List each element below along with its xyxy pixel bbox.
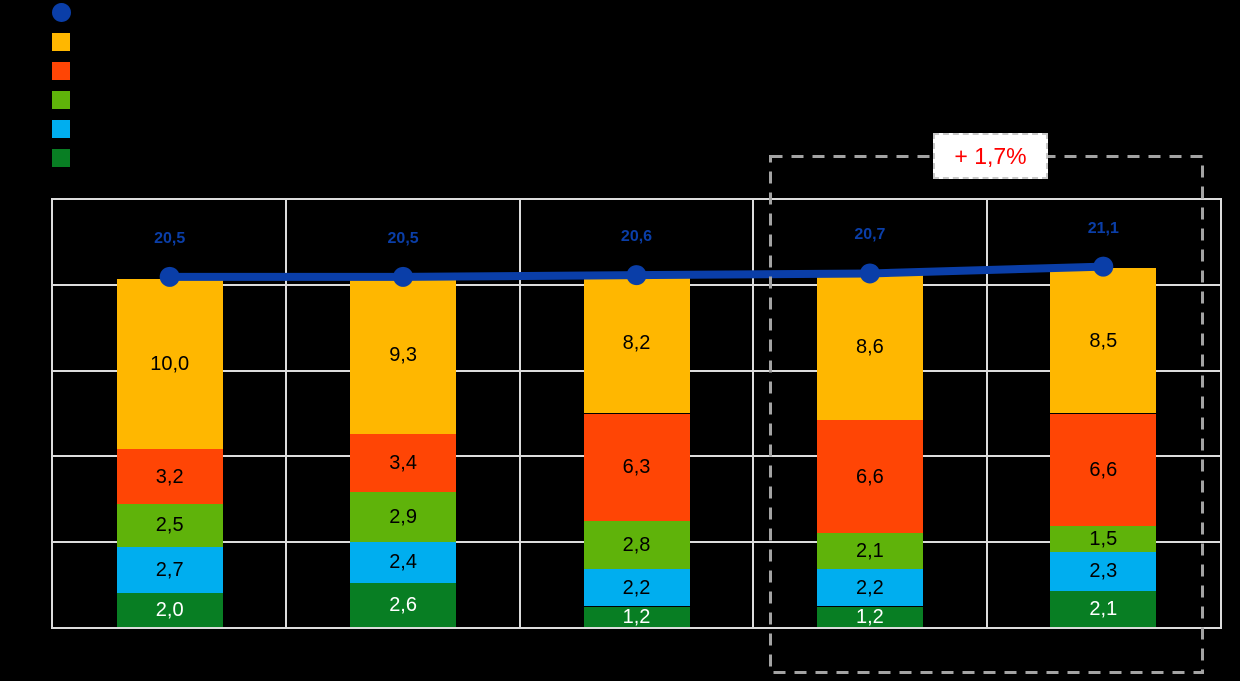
bar-segment-cyan: 2,7 <box>116 546 223 593</box>
v-gridline <box>285 200 288 627</box>
bar-segment-yellow-top: 8,2 <box>583 273 690 414</box>
bar-segment-darkgreen-bottom: 1,2 <box>583 605 690 628</box>
bar-segment-darkgreen-bottom: 2,6 <box>350 582 457 627</box>
segment-label: 1,2 <box>855 605 884 628</box>
series-swatch-icon <box>52 119 70 138</box>
bar-segment-orange: 3,2 <box>116 449 223 504</box>
growth-annotation-text: + 1,7% <box>954 142 1027 169</box>
segment-label: 2,2 <box>622 576 651 599</box>
series-swatch-icon <box>52 61 70 80</box>
bar-segment-cyan: 2,3 <box>1050 551 1157 592</box>
segment-label: 2,1 <box>1089 598 1118 621</box>
segment-label: 10,0 <box>150 352 190 375</box>
total-value-label: 20,5 <box>154 229 186 247</box>
bar-segment-orange: 6,6 <box>816 420 923 534</box>
legend-item <box>52 90 79 109</box>
segment-label: 9,3 <box>389 343 417 366</box>
bar-segment-yellow-top: 8,5 <box>1050 268 1157 414</box>
bar-segment-yellow-top: 10,0 <box>116 278 223 450</box>
bar-segment-darkgreen-bottom: 2,1 <box>1050 591 1157 627</box>
bar-segment-green: 2,1 <box>816 533 923 569</box>
v-gridline <box>985 200 988 627</box>
bar-segment-green: 2,5 <box>116 504 223 547</box>
bar-segment-green: 2,9 <box>350 492 457 542</box>
total-value-label: 21,1 <box>1087 219 1119 237</box>
bar-segment-cyan: 2,2 <box>583 568 690 607</box>
series-swatch-icon <box>52 32 70 51</box>
v-gridline <box>518 200 521 627</box>
total-value-label: 20,7 <box>854 226 886 244</box>
bar-segment-cyan: 2,4 <box>350 541 457 583</box>
legend <box>52 3 79 177</box>
segment-label: 3,4 <box>389 452 417 475</box>
segment-label: 1,5 <box>1089 528 1118 551</box>
segment-label: 6,6 <box>855 465 884 488</box>
segment-label: 2,1 <box>855 539 884 562</box>
legend-item <box>52 119 79 138</box>
bar-segment-darkgreen-bottom: 1,2 <box>816 605 923 628</box>
segment-label: 1,2 <box>622 605 651 628</box>
plot-area <box>51 198 1222 629</box>
series-swatch-icon <box>52 90 70 109</box>
segment-label: 2,5 <box>155 514 184 537</box>
legend-item <box>52 61 79 80</box>
bar-segment-yellow-top: 8,6 <box>816 273 923 421</box>
bar-segment-darkgreen-bottom: 2,0 <box>116 592 223 627</box>
growth-annotation: + 1,7% <box>933 133 1048 179</box>
segment-label: 3,2 <box>155 465 184 488</box>
series-swatch-icon <box>52 148 70 167</box>
line-marker-icon <box>52 3 71 22</box>
bar-segment-orange: 3,4 <box>350 433 457 493</box>
segment-label: 2,8 <box>622 534 651 556</box>
legend-item <box>52 148 79 167</box>
total-value-label: 20,5 <box>387 229 419 247</box>
segment-label: 2,2 <box>855 576 884 599</box>
segment-label: 2,3 <box>1089 560 1118 583</box>
segment-label: 8,6 <box>855 335 884 358</box>
v-gridline <box>752 200 755 627</box>
bar-segment-green: 2,8 <box>583 521 690 569</box>
segment-label: 2,4 <box>389 551 417 574</box>
segment-label: 2,9 <box>389 505 417 528</box>
segment-label: 8,2 <box>622 332 651 355</box>
bar-segment-green: 1,5 <box>1050 526 1157 552</box>
bar-segment-cyan: 2,2 <box>816 568 923 607</box>
segment-label: 2,6 <box>389 593 417 616</box>
segment-label: 8,5 <box>1089 329 1118 352</box>
segment-label: 2,7 <box>155 558 184 581</box>
legend-item <box>52 3 79 22</box>
segment-label: 2,0 <box>155 598 184 621</box>
segment-label: 6,3 <box>622 456 651 479</box>
total-value-label: 20,6 <box>620 228 653 246</box>
bar-segment-orange: 6,6 <box>1050 413 1157 527</box>
bar-segment-yellow-top: 9,3 <box>350 275 457 434</box>
segment-label: 6,6 <box>1089 458 1118 481</box>
legend-item <box>52 32 79 51</box>
bar-segment-orange: 6,3 <box>583 413 690 522</box>
